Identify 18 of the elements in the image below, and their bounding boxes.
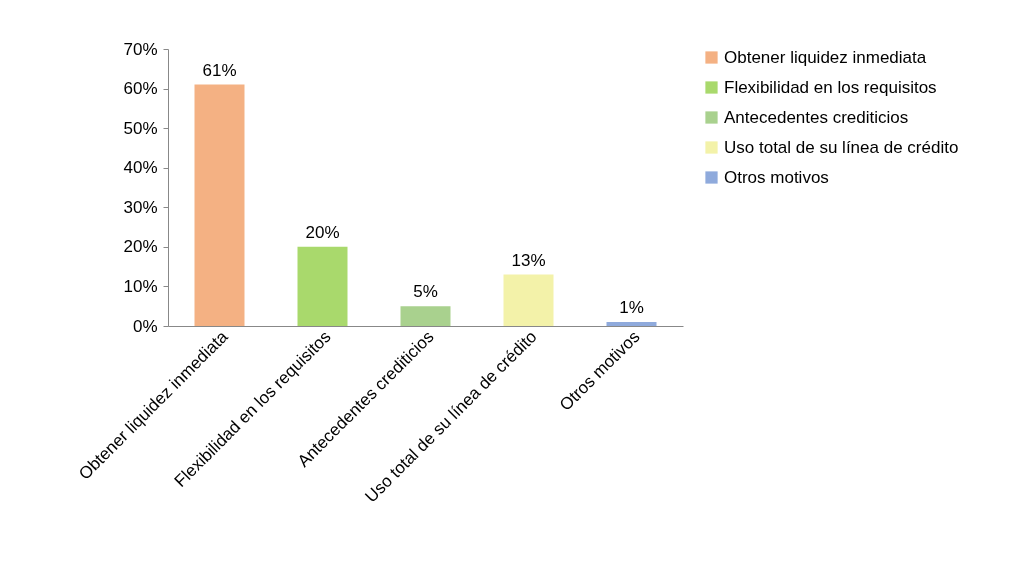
- data-label: 61%: [202, 60, 237, 80]
- data-label: 20%: [305, 222, 340, 242]
- legend-label: Antecedentes crediticios: [724, 107, 909, 127]
- y-tick-label: 40%: [123, 158, 158, 178]
- legend-label: Uso total de su línea de crédito: [724, 137, 959, 157]
- y-tick-label: 70%: [123, 39, 158, 59]
- y-tick-label: 0%: [132, 316, 158, 336]
- y-tick-label: 10%: [123, 276, 158, 296]
- legend-label: Otros motivos: [724, 167, 829, 187]
- y-tick-label: 20%: [123, 237, 158, 257]
- data-label: 13%: [511, 250, 546, 270]
- legend-label: Flexibilidad en los requisitos: [724, 77, 937, 97]
- y-tick-label: 60%: [123, 79, 158, 99]
- y-tick-label: 50%: [123, 118, 158, 138]
- data-label: 5%: [413, 282, 438, 302]
- data-label: 1%: [619, 298, 644, 318]
- legend-label: Obtener liquidez inmediata: [724, 47, 927, 67]
- y-tick-label: 30%: [123, 197, 158, 217]
